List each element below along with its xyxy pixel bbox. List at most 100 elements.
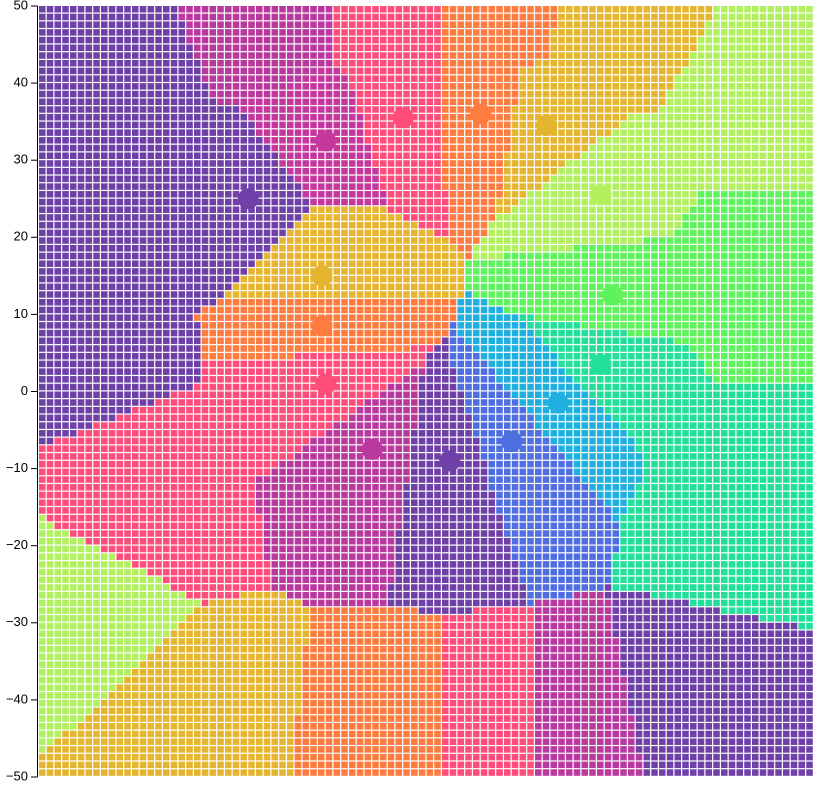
- heatmap-cell: [519, 152, 527, 159]
- heatmap-cell: [225, 383, 232, 391]
- heatmap-cell: [620, 129, 627, 136]
- heatmap-cell: [279, 314, 286, 321]
- heatmap-cell: [101, 44, 108, 52]
- heatmap-cell: [225, 283, 232, 291]
- heatmap-cell: [318, 160, 325, 167]
- heatmap-cell: [759, 268, 767, 275]
- heatmap-cell: [697, 237, 705, 244]
- heatmap-cell: [744, 322, 751, 329]
- heatmap-cell: [519, 376, 527, 383]
- heatmap-cell: [380, 29, 387, 36]
- heatmap-cell: [356, 245, 364, 252]
- heatmap-cell: [356, 75, 364, 82]
- heatmap-cell: [318, 152, 325, 159]
- heatmap-cell: [294, 291, 302, 298]
- heatmap-cell: [101, 59, 108, 67]
- heatmap-cell: [767, 368, 775, 375]
- heatmap-cell: [302, 36, 310, 44]
- heatmap-cell: [279, 206, 286, 213]
- heatmap-cell: [473, 329, 480, 337]
- heatmap-cell: [310, 329, 317, 337]
- heatmap-cell: [488, 13, 496, 21]
- heatmap-cell: [806, 21, 813, 28]
- heatmap-cell: [411, 160, 418, 167]
- heatmap-cell: [519, 144, 527, 152]
- heatmap-cell: [155, 352, 162, 360]
- heatmap-cell: [349, 298, 356, 306]
- heatmap-cell: [217, 229, 224, 237]
- heatmap-cell: [232, 229, 240, 237]
- heatmap-cell: [806, 306, 813, 314]
- heatmap-cell: [85, 121, 93, 129]
- heatmap-cell: [302, 237, 310, 244]
- heatmap-cell: [690, 322, 697, 329]
- heatmap-cell: [542, 368, 550, 375]
- heatmap-cell: [341, 306, 348, 314]
- heatmap-cell: [163, 291, 170, 298]
- heatmap-cell: [108, 229, 116, 237]
- heatmap-cell: [341, 167, 348, 175]
- heatmap-cell: [558, 198, 565, 206]
- heatmap-cell: [775, 183, 782, 190]
- heatmap-cell: [519, 368, 527, 375]
- heatmap-cell: [364, 329, 372, 337]
- heatmap-cell: [271, 376, 279, 383]
- heatmap-cell: [85, 6, 93, 13]
- heatmap-cell: [364, 191, 372, 198]
- heatmap-cell: [542, 44, 550, 52]
- heatmap-cell: [263, 383, 271, 391]
- heatmap-cell: [798, 183, 806, 190]
- heatmap-cell: [473, 44, 480, 52]
- heatmap-cell: [77, 90, 85, 98]
- heatmap-cell: [411, 245, 418, 252]
- heatmap-cell: [457, 167, 465, 175]
- heatmap-cell: [697, 129, 705, 136]
- heatmap-cell: [85, 198, 93, 206]
- heatmap-cell: [790, 268, 798, 275]
- heatmap-cell: [643, 237, 651, 244]
- heatmap-cell: [612, 376, 620, 383]
- heatmap-cell: [85, 237, 93, 244]
- heatmap-cell: [736, 21, 744, 28]
- heatmap-cell: [480, 152, 488, 159]
- heatmap-cell: [465, 144, 472, 152]
- heatmap-cell: [310, 59, 317, 67]
- heatmap-cell: [39, 175, 46, 183]
- heatmap-cell: [77, 337, 85, 345]
- heatmap-cell: [155, 245, 162, 252]
- heatmap-cell: [690, 352, 697, 360]
- heatmap-cell: [380, 260, 387, 267]
- heatmap-cell: [263, 283, 271, 291]
- heatmap-cell: [132, 268, 139, 275]
- heatmap-cell: [480, 36, 488, 44]
- heatmap-cell: [783, 352, 790, 360]
- heatmap-cell: [434, 160, 441, 167]
- heatmap-cell: [54, 322, 62, 329]
- heatmap-cell: [659, 198, 666, 206]
- heatmap-cell: [728, 129, 736, 136]
- heatmap-cell: [318, 175, 325, 183]
- heatmap-cell: [628, 360, 635, 368]
- heatmap-cell: [387, 329, 395, 337]
- heatmap-cell: [473, 29, 480, 36]
- heatmap-cell: [186, 383, 193, 391]
- heatmap-cell: [124, 291, 131, 298]
- heatmap-cell: [302, 345, 310, 352]
- heatmap-cell: [116, 306, 124, 314]
- heatmap-cell: [736, 368, 744, 375]
- heatmap-cell: [178, 298, 186, 306]
- heatmap-cell: [39, 383, 46, 391]
- heatmap-cell: [93, 106, 100, 113]
- heatmap-cell: [426, 314, 434, 321]
- heatmap-cell: [504, 175, 511, 183]
- heatmap-cell: [597, 268, 604, 275]
- heatmap-cell: [108, 21, 116, 28]
- heatmap-cell: [806, 67, 813, 75]
- heatmap-cell: [767, 106, 775, 113]
- heatmap-cell: [372, 198, 379, 206]
- heatmap-cell: [573, 206, 581, 213]
- heatmap-cell: [178, 252, 186, 260]
- heatmap-cell: [240, 268, 248, 275]
- heatmap-cell: [426, 283, 434, 291]
- heatmap-cell: [356, 298, 364, 306]
